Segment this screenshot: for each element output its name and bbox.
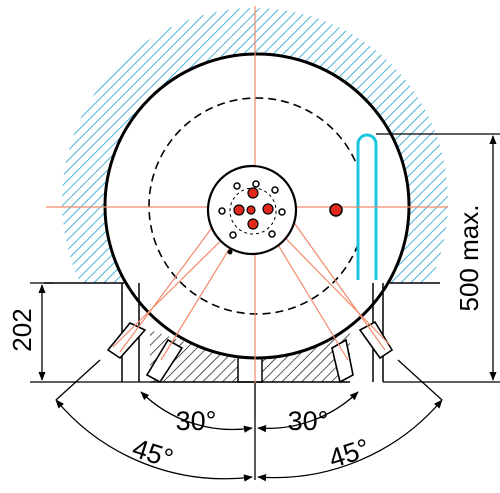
outer-angle-left-label: 45°: [129, 433, 177, 474]
inner-angle-right-label: 30°: [288, 406, 329, 436]
height-dimension-label: 500 max.: [454, 205, 484, 312]
side-bore: [329, 203, 343, 217]
central-hub: [206, 164, 343, 256]
outer-angle-right-label: 45°: [325, 433, 373, 474]
dimension-offset: 202: [7, 282, 150, 383]
angle-dimensions: [55, 359, 443, 482]
inner-angle-left-label: 30°: [176, 406, 217, 436]
dimension-height: 500 max.: [376, 133, 500, 383]
offset-dimension-label: 202: [7, 308, 37, 351]
casing-section: [44, 8, 448, 284]
